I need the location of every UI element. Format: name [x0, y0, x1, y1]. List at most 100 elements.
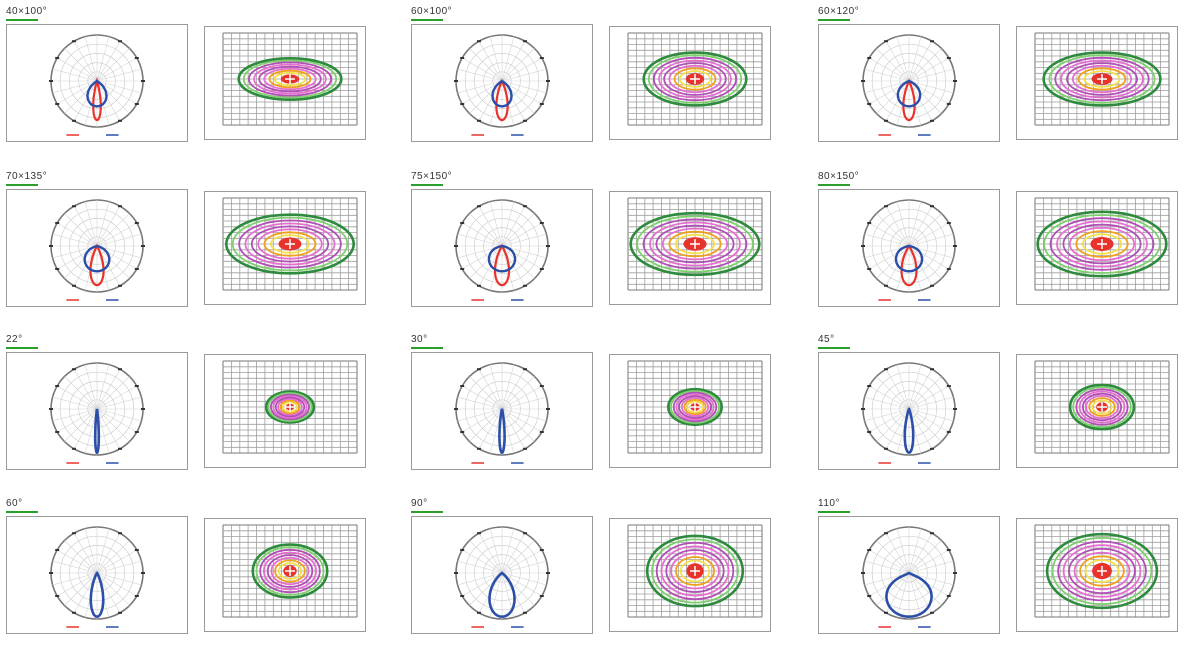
isolux-contour	[266, 554, 314, 588]
polar-tick	[884, 611, 888, 614]
beam-angle-title: 60×120°	[818, 6, 860, 17]
isolux-diagram	[222, 32, 358, 126]
polar-spoke	[64, 540, 98, 574]
polar-tick	[539, 57, 544, 59]
polar-spoke	[908, 41, 933, 82]
title-underline	[411, 19, 443, 21]
polar-tick	[118, 368, 122, 371]
isolux-contour	[272, 395, 308, 419]
polar-spoke	[864, 233, 910, 247]
polar-spoke	[908, 213, 942, 247]
isolux-contour	[277, 398, 303, 416]
polar-spoke	[501, 533, 526, 574]
polar-spoke	[73, 41, 98, 82]
polar-spoke	[96, 80, 137, 105]
polar-spoke	[462, 549, 503, 574]
isolux-contour	[1073, 551, 1131, 591]
isolux-diagram	[627, 524, 763, 618]
polar-spoke	[457, 560, 503, 574]
polar-diagram	[49, 199, 145, 301]
isolux-contour	[273, 71, 307, 87]
c90-c270-curve	[89, 571, 105, 619]
isolux-contour	[1091, 399, 1113, 415]
c90-c270-curve	[488, 571, 516, 619]
isolux-contour	[268, 69, 312, 89]
polar-spoke	[96, 80, 142, 94]
polar-tick	[523, 40, 527, 43]
isolux-panel	[609, 191, 771, 305]
isolux-panel	[1016, 191, 1178, 305]
polar-tick	[861, 572, 865, 574]
polar-tick	[946, 549, 951, 551]
polar-tick	[477, 368, 481, 371]
polar-tick	[546, 572, 550, 574]
polar-tick	[946, 268, 951, 270]
polar-spoke	[908, 80, 942, 114]
isolux-contour	[672, 391, 718, 423]
polar-tick	[539, 103, 544, 105]
isolux-panel	[204, 26, 366, 140]
polar-tick	[930, 205, 934, 208]
polar-spoke	[462, 80, 503, 105]
polar-panel	[818, 516, 1000, 634]
polar-tick	[523, 205, 527, 208]
polar-spoke	[501, 222, 542, 247]
polar-spoke	[96, 408, 130, 442]
isolux-diagram	[627, 197, 763, 291]
polar-spoke	[876, 408, 910, 442]
isolux-contour	[683, 399, 707, 416]
polar-tick	[134, 431, 139, 433]
polar-spoke	[462, 385, 503, 410]
isolux-contour	[645, 534, 745, 608]
isolux-contour	[1049, 217, 1155, 271]
polar-spoke	[908, 396, 954, 410]
polar-tick	[134, 268, 139, 270]
polar-tick	[460, 57, 465, 59]
polar-spoke	[908, 540, 942, 574]
polar-tick	[72, 447, 76, 450]
polar-panel	[818, 352, 1000, 470]
polar-spoke	[96, 408, 121, 449]
polar-tick	[884, 447, 888, 450]
isolux-contour	[665, 549, 725, 593]
polar-spoke	[876, 245, 910, 279]
isolux-contour	[670, 552, 720, 590]
polar-spoke	[869, 222, 910, 247]
isolux-contour	[674, 233, 716, 255]
isolux-contour	[629, 211, 761, 277]
isolux-contour	[263, 67, 317, 91]
polar-spoke	[489, 528, 503, 574]
polar-tick	[930, 532, 934, 535]
polar-panel	[411, 516, 593, 634]
polar-spoke	[501, 376, 535, 410]
polar-tick	[930, 284, 934, 287]
polar-tick	[884, 532, 888, 535]
polar-spoke	[64, 48, 98, 82]
polar-spoke	[908, 533, 933, 574]
polar-tick	[55, 549, 60, 551]
isolux-contour	[663, 62, 727, 96]
polar-spoke	[501, 80, 542, 105]
polar-tick	[72, 119, 76, 122]
polar-tick	[141, 80, 145, 82]
polar-spoke	[896, 364, 910, 410]
polar-spoke	[462, 222, 503, 247]
isolux-contour	[668, 64, 722, 94]
polar-spoke	[52, 80, 98, 94]
isolux-contour	[1042, 51, 1162, 107]
isolux-contour	[1066, 62, 1138, 96]
polar-spoke	[96, 408, 137, 433]
isolux-contour	[686, 400, 704, 414]
polar-spoke	[876, 80, 910, 114]
c0-c180-curve	[493, 243, 511, 287]
polar-spoke	[908, 408, 933, 449]
polar-tick	[546, 408, 550, 410]
title-underline	[818, 184, 850, 186]
title-underline	[818, 511, 850, 513]
isolux-contour	[224, 213, 356, 275]
isolux-panel	[609, 518, 771, 632]
polar-spoke	[908, 385, 949, 410]
isolux-contour	[1077, 67, 1127, 91]
polar-spoke	[489, 364, 503, 410]
polar-spoke	[501, 540, 535, 574]
